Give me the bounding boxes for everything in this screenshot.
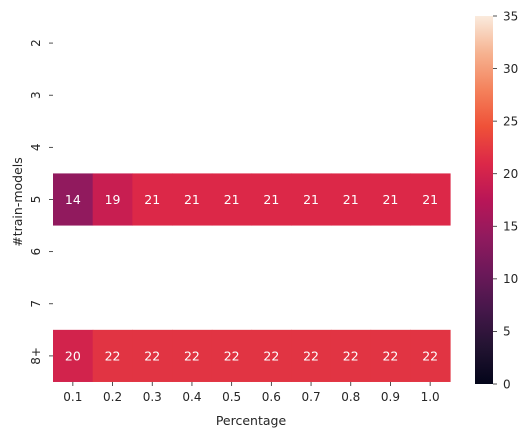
x-tick-label: 0.4 bbox=[182, 390, 201, 404]
y-tick-label: 7 bbox=[29, 300, 43, 308]
heatmap-cell bbox=[291, 173, 332, 226]
colorbar-tick-label: 25 bbox=[503, 114, 518, 128]
cell-value-label: 21 bbox=[422, 192, 438, 207]
cell-value-label: 22 bbox=[382, 348, 398, 363]
y-tick-label: 4 bbox=[29, 144, 43, 152]
x-tick-label: 0.8 bbox=[341, 390, 360, 404]
heatmap-cell bbox=[211, 329, 253, 382]
cell-value-label: 22 bbox=[263, 348, 279, 363]
y-tick-label: 5 bbox=[29, 196, 43, 204]
x-axis-label: Percentage bbox=[216, 413, 287, 428]
heatmap-cell bbox=[53, 173, 94, 226]
heatmap-cell bbox=[370, 173, 411, 226]
cell-value-label: 20 bbox=[65, 348, 81, 363]
cell-value-label: 21 bbox=[382, 192, 398, 207]
y-axis: 2 3 4 5 6 7 8+ bbox=[29, 39, 53, 365]
x-tick-label: 0.3 bbox=[143, 390, 162, 404]
heatmap-cell bbox=[132, 329, 173, 382]
heatmap-cell bbox=[251, 329, 292, 382]
colorbar-tick-label: 30 bbox=[503, 62, 518, 76]
cell-value-label: 22 bbox=[343, 348, 359, 363]
heatmap-cell bbox=[92, 173, 133, 226]
cell-value-label: 22 bbox=[105, 348, 121, 363]
colorbar: 0 5 10 15 20 25 30 35 bbox=[475, 9, 518, 391]
colorbar-tick-label: 15 bbox=[503, 220, 518, 234]
colorbar-tick-label: 35 bbox=[503, 9, 518, 23]
heatmap-cells: 14 19 21 21 21 21 21 21 21 21 20 22 22 22 22 22 22 22 22 22 bbox=[53, 173, 451, 382]
colorbar-tick-label: 5 bbox=[503, 325, 511, 339]
heatmap-cell bbox=[330, 329, 372, 382]
x-tick-label: 0.7 bbox=[302, 390, 321, 404]
y-axis-label: #train-models bbox=[10, 157, 25, 247]
cell-value-label: 21 bbox=[303, 192, 319, 207]
heatmap-cell bbox=[211, 173, 253, 226]
cell-value-label: 21 bbox=[144, 192, 160, 207]
heatmap-cell bbox=[330, 173, 372, 226]
x-tick-label: 1.0 bbox=[421, 390, 440, 404]
cell-value-label: 14 bbox=[65, 192, 81, 207]
y-tick-label: 3 bbox=[29, 91, 43, 99]
heatmap-cell bbox=[172, 329, 213, 382]
x-tick-label: 0.6 bbox=[262, 390, 281, 404]
colorbar-tick-label: 10 bbox=[503, 272, 518, 286]
heatmap-cell bbox=[53, 329, 94, 382]
x-tick-label: 0.9 bbox=[381, 390, 400, 404]
colorbar-ticks: 0 5 10 15 20 25 30 35 bbox=[493, 9, 518, 391]
cell-value-label: 22 bbox=[144, 348, 160, 363]
cell-value-label: 22 bbox=[224, 348, 240, 363]
heatmap-cell bbox=[370, 329, 411, 382]
cell-value-label: 22 bbox=[184, 348, 200, 363]
x-axis: 0.1 0.2 0.3 0.4 0.5 0.6 0.7 0.8 0.9 1.0 bbox=[63, 381, 440, 404]
cell-value-label: 21 bbox=[184, 192, 200, 207]
cell-value-label: 22 bbox=[422, 348, 438, 363]
heatmap-cell bbox=[132, 173, 173, 226]
cell-value-label: 21 bbox=[263, 192, 279, 207]
cell-value-label: 21 bbox=[224, 192, 240, 207]
heatmap-cell bbox=[92, 329, 133, 382]
colorbar-tick-label: 0 bbox=[503, 377, 511, 391]
cell-value-label: 22 bbox=[303, 348, 319, 363]
colorbar-tick-label: 20 bbox=[503, 167, 518, 181]
heatmap-cell bbox=[172, 173, 213, 226]
heatmap-cell bbox=[251, 173, 292, 226]
heatmap-cell bbox=[410, 329, 451, 382]
heatmap-cell bbox=[410, 173, 451, 226]
y-tick-label: 8+ bbox=[29, 347, 43, 365]
x-tick-label: 0.5 bbox=[222, 390, 241, 404]
cell-value-label: 21 bbox=[343, 192, 359, 207]
y-tick-label: 6 bbox=[29, 248, 43, 256]
cell-value-label: 19 bbox=[105, 192, 121, 207]
colorbar-gradient bbox=[475, 16, 493, 384]
y-tick-label: 2 bbox=[29, 39, 43, 47]
x-tick-label: 0.1 bbox=[63, 390, 82, 404]
heatmap-cell bbox=[291, 329, 332, 382]
x-tick-label: 0.2 bbox=[103, 390, 122, 404]
